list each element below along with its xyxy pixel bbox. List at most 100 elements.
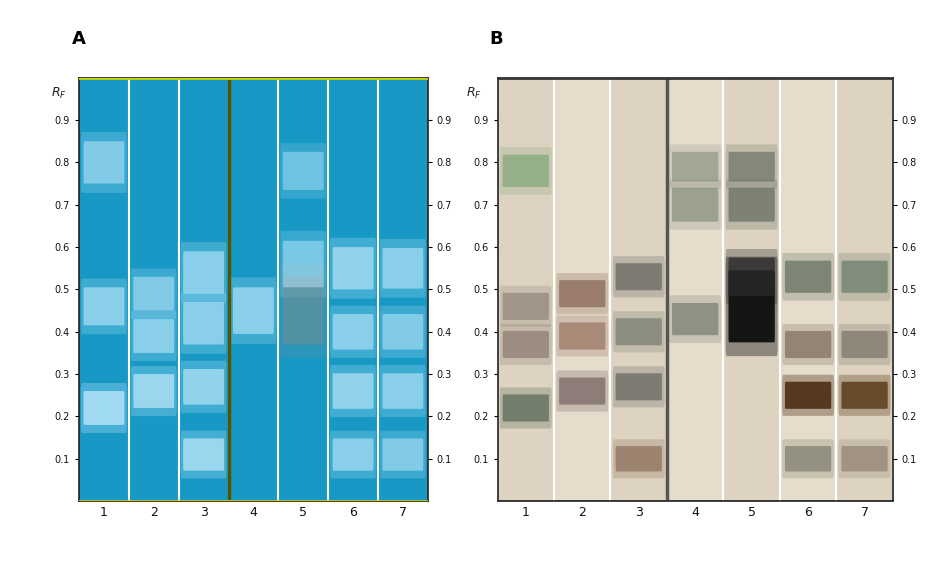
FancyBboxPatch shape — [782, 439, 834, 478]
FancyBboxPatch shape — [785, 261, 831, 293]
Bar — [724, 78, 780, 501]
FancyBboxPatch shape — [672, 188, 718, 222]
FancyBboxPatch shape — [613, 311, 665, 353]
FancyBboxPatch shape — [782, 375, 834, 416]
FancyBboxPatch shape — [380, 239, 426, 298]
FancyBboxPatch shape — [782, 324, 834, 365]
FancyBboxPatch shape — [670, 180, 721, 230]
FancyBboxPatch shape — [183, 438, 224, 471]
FancyBboxPatch shape — [84, 287, 125, 325]
FancyBboxPatch shape — [785, 446, 831, 472]
FancyBboxPatch shape — [559, 323, 605, 350]
FancyBboxPatch shape — [183, 302, 224, 344]
FancyBboxPatch shape — [380, 306, 426, 358]
FancyBboxPatch shape — [670, 295, 721, 343]
FancyBboxPatch shape — [382, 438, 423, 471]
Text: $R_F$: $R_F$ — [466, 86, 482, 101]
FancyBboxPatch shape — [180, 431, 227, 479]
FancyBboxPatch shape — [333, 438, 374, 471]
FancyBboxPatch shape — [133, 276, 174, 310]
FancyBboxPatch shape — [382, 248, 423, 289]
FancyBboxPatch shape — [672, 152, 718, 181]
FancyBboxPatch shape — [785, 331, 831, 358]
FancyBboxPatch shape — [283, 276, 324, 344]
FancyBboxPatch shape — [728, 257, 775, 296]
FancyBboxPatch shape — [84, 391, 125, 425]
FancyBboxPatch shape — [131, 366, 177, 416]
FancyBboxPatch shape — [330, 365, 376, 417]
FancyBboxPatch shape — [382, 373, 423, 409]
Text: A: A — [72, 30, 86, 48]
FancyBboxPatch shape — [839, 439, 891, 478]
FancyBboxPatch shape — [839, 375, 891, 416]
FancyBboxPatch shape — [283, 241, 324, 287]
FancyBboxPatch shape — [842, 331, 888, 358]
FancyBboxPatch shape — [280, 264, 326, 358]
FancyBboxPatch shape — [616, 318, 662, 346]
FancyBboxPatch shape — [556, 370, 608, 412]
FancyBboxPatch shape — [559, 280, 605, 307]
FancyBboxPatch shape — [502, 155, 549, 187]
FancyBboxPatch shape — [613, 256, 665, 297]
FancyBboxPatch shape — [330, 431, 376, 479]
Text: $R_F$: $R_F$ — [51, 86, 67, 101]
FancyBboxPatch shape — [131, 311, 177, 361]
FancyBboxPatch shape — [839, 324, 891, 365]
Bar — [667, 78, 724, 501]
FancyBboxPatch shape — [842, 446, 888, 472]
FancyBboxPatch shape — [81, 132, 126, 193]
FancyBboxPatch shape — [842, 382, 888, 409]
FancyBboxPatch shape — [499, 388, 551, 429]
Text: B: B — [489, 30, 503, 48]
FancyBboxPatch shape — [616, 373, 662, 400]
FancyBboxPatch shape — [728, 270, 775, 342]
FancyBboxPatch shape — [133, 374, 174, 408]
FancyBboxPatch shape — [613, 439, 665, 478]
FancyBboxPatch shape — [502, 395, 549, 422]
FancyBboxPatch shape — [180, 293, 227, 354]
FancyBboxPatch shape — [84, 141, 125, 184]
FancyBboxPatch shape — [333, 373, 374, 409]
FancyBboxPatch shape — [725, 257, 777, 356]
FancyBboxPatch shape — [785, 382, 831, 409]
FancyBboxPatch shape — [502, 331, 549, 358]
FancyBboxPatch shape — [382, 314, 423, 350]
FancyBboxPatch shape — [725, 249, 777, 305]
Bar — [836, 78, 893, 501]
FancyBboxPatch shape — [842, 261, 888, 293]
Bar — [498, 78, 554, 501]
FancyBboxPatch shape — [670, 145, 721, 189]
FancyBboxPatch shape — [333, 314, 374, 350]
FancyBboxPatch shape — [280, 143, 326, 199]
FancyBboxPatch shape — [782, 253, 834, 301]
FancyBboxPatch shape — [556, 273, 608, 314]
FancyBboxPatch shape — [81, 279, 126, 334]
FancyBboxPatch shape — [725, 180, 777, 230]
FancyBboxPatch shape — [725, 145, 777, 189]
Bar — [610, 78, 667, 501]
FancyBboxPatch shape — [613, 366, 665, 407]
FancyBboxPatch shape — [380, 365, 426, 417]
FancyBboxPatch shape — [280, 231, 326, 297]
FancyBboxPatch shape — [180, 361, 227, 413]
FancyBboxPatch shape — [131, 268, 177, 319]
FancyBboxPatch shape — [556, 316, 608, 357]
FancyBboxPatch shape — [839, 253, 891, 301]
FancyBboxPatch shape — [180, 242, 227, 303]
FancyBboxPatch shape — [81, 383, 126, 433]
FancyBboxPatch shape — [616, 263, 662, 290]
FancyBboxPatch shape — [330, 238, 376, 299]
FancyBboxPatch shape — [672, 303, 718, 335]
FancyBboxPatch shape — [283, 152, 324, 190]
FancyBboxPatch shape — [233, 287, 273, 334]
FancyBboxPatch shape — [502, 293, 549, 320]
FancyBboxPatch shape — [499, 286, 551, 327]
Bar — [780, 78, 836, 501]
FancyBboxPatch shape — [183, 369, 224, 404]
FancyBboxPatch shape — [728, 152, 775, 181]
FancyBboxPatch shape — [380, 431, 426, 479]
FancyBboxPatch shape — [499, 324, 551, 365]
FancyBboxPatch shape — [616, 446, 662, 472]
FancyBboxPatch shape — [330, 306, 376, 358]
FancyBboxPatch shape — [728, 188, 775, 222]
